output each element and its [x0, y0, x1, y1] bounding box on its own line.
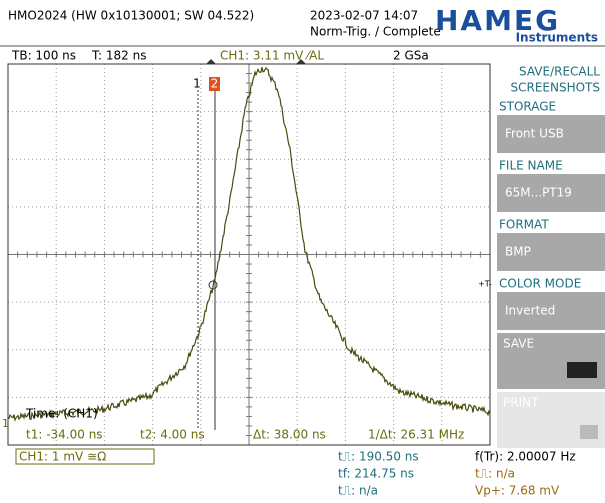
print-icon	[580, 425, 598, 439]
cursor-2-box	[209, 77, 220, 91]
meas-pulse2: t⎍: n/a	[475, 467, 515, 481]
menu-item-value: 65M...PT19	[505, 186, 572, 200]
menu-item-label: COLOR MODE	[499, 277, 581, 291]
cursor-t2: t2: 4.00 ns	[140, 428, 205, 442]
side-menu: STORAGE Front USB FILE NAME 65M...PT19 FORMA…	[497, 100, 605, 330]
save-label: SAVE	[503, 337, 534, 351]
menu-button[interactable]	[497, 174, 605, 212]
graticule	[7, 63, 491, 446]
menu-subtitle: SCREENSHOTS	[510, 81, 600, 95]
menu-item-label: FORMAT	[499, 218, 549, 232]
save-button[interactable]	[497, 333, 605, 389]
menu-button[interactable]	[497, 292, 605, 330]
cursor-dt: Δt: 38.00 ns	[253, 428, 326, 442]
menu-item-value: BMP	[505, 245, 531, 259]
menu-item-value: Inverted	[505, 304, 555, 318]
channel-setting: CH1: 1 mV ≅Ω	[19, 450, 106, 464]
menu-title: SAVE/RECALL	[519, 65, 600, 79]
menu-button[interactable]	[497, 233, 605, 271]
menu-item-label: FILE NAME	[499, 159, 563, 173]
meas-vpeak: Vp+: 7.68 mV	[475, 484, 560, 498]
menu-item-label: STORAGE	[499, 100, 556, 114]
meas-fall: tf: 214.75 ns	[338, 467, 414, 481]
cursor-inv-dt: 1/Δt: 26.31 MHz	[368, 428, 464, 442]
trigger-level: CH1: 3.11 mV ⁄AL	[220, 49, 324, 63]
crosshair	[208, 280, 218, 290]
datetime: 2023-02-07 14:07	[310, 9, 418, 23]
logo-sub: Instruments	[516, 31, 598, 45]
cursor-t1: t1: -34.00 ns	[26, 428, 103, 442]
timebase: TB: 100 ns	[11, 49, 76, 63]
logo: HAMEG	[435, 4, 560, 37]
trigger-marker: +T-	[478, 280, 492, 289]
trigger-time: T: 182 ns	[91, 49, 146, 63]
channel-marker: 1	[2, 417, 9, 430]
meas-rise: t⎍: 190.50 ns	[338, 450, 419, 464]
cursor-1-label: 1	[193, 77, 201, 91]
menu-item-value: Front USB	[505, 127, 564, 141]
meas-pulse: t⎍: n/a	[338, 484, 378, 498]
waveform	[7, 66, 491, 422]
trigger-state: Norm-Trig. / Complete	[310, 25, 441, 39]
sample-rate: 2 GSa	[393, 49, 429, 63]
cursor-2-label: 2	[211, 77, 219, 91]
screen-border	[7, 63, 491, 446]
menu-button[interactable]	[497, 115, 605, 153]
channel-box	[15, 448, 155, 465]
device-info: HMO2024 (HW 0x10130001; SW 04.522)	[8, 9, 254, 23]
print-label: PRINT	[503, 396, 539, 410]
cursor-title: Time: (CH1)	[25, 407, 98, 421]
save-icon	[567, 362, 597, 378]
meas-freq: f(Tr): 2.00007 Hz	[475, 450, 576, 464]
